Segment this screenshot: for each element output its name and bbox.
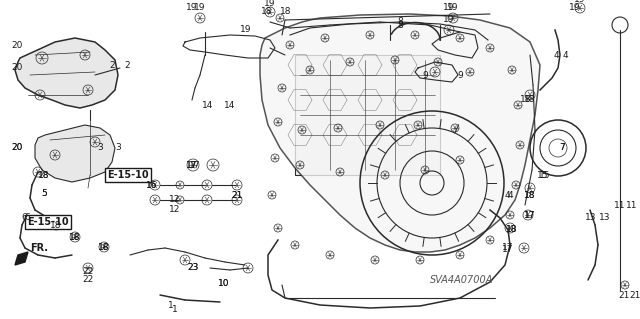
Text: 17: 17: [189, 160, 201, 169]
Text: 13: 13: [585, 213, 596, 222]
Text: 9: 9: [422, 70, 428, 79]
Text: 21: 21: [231, 190, 243, 199]
Polygon shape: [35, 125, 115, 182]
Text: 19: 19: [574, 0, 586, 4]
Text: 18: 18: [38, 170, 50, 180]
Text: 17: 17: [186, 160, 198, 169]
Text: 18: 18: [520, 95, 532, 105]
Text: 16: 16: [147, 181, 157, 189]
Text: 17: 17: [524, 211, 536, 219]
FancyBboxPatch shape: [295, 55, 440, 175]
Text: 5: 5: [41, 189, 47, 197]
Polygon shape: [15, 38, 118, 108]
Text: 14: 14: [202, 100, 214, 109]
Text: 18: 18: [38, 170, 50, 180]
Text: 5: 5: [41, 189, 47, 197]
Text: 4: 4: [562, 50, 568, 60]
Text: 18: 18: [524, 190, 536, 199]
Text: 7: 7: [559, 144, 565, 152]
Text: 12: 12: [170, 196, 180, 204]
Text: 11: 11: [614, 201, 626, 210]
Text: 13: 13: [599, 213, 611, 222]
Text: 3: 3: [115, 144, 121, 152]
Text: 10: 10: [218, 278, 230, 287]
Text: 6: 6: [24, 213, 30, 222]
Text: 18: 18: [261, 8, 273, 17]
Text: 14: 14: [224, 100, 236, 109]
Text: 3: 3: [97, 144, 103, 152]
Polygon shape: [15, 252, 28, 265]
Text: 18: 18: [280, 8, 292, 17]
Text: 18: 18: [99, 242, 109, 251]
Text: 17: 17: [186, 160, 198, 169]
Text: 18: 18: [51, 220, 61, 229]
Text: 18: 18: [99, 242, 109, 251]
Text: 18: 18: [69, 233, 81, 241]
Text: 4: 4: [504, 190, 510, 199]
Text: 2: 2: [124, 61, 130, 70]
Text: 4: 4: [553, 50, 559, 60]
Text: FR.: FR.: [30, 243, 48, 253]
Text: 22: 22: [83, 276, 93, 285]
Text: 20: 20: [12, 63, 22, 72]
Text: 8: 8: [397, 20, 403, 29]
Text: 7: 7: [559, 144, 565, 152]
Text: 12: 12: [170, 205, 180, 214]
Text: 21: 21: [231, 190, 243, 199]
Text: 18: 18: [506, 226, 518, 234]
Text: 21: 21: [618, 291, 630, 300]
Text: 16: 16: [147, 181, 157, 189]
Text: 8: 8: [397, 18, 403, 26]
Text: 15: 15: [540, 170, 551, 180]
Text: 2: 2: [109, 61, 115, 70]
Text: 17: 17: [502, 243, 514, 253]
Text: SVA4A0700A: SVA4A0700A: [430, 275, 493, 285]
Text: 20: 20: [12, 41, 22, 49]
Text: 1: 1: [172, 306, 178, 315]
Text: 17: 17: [502, 246, 514, 255]
Text: 23: 23: [188, 263, 198, 272]
Text: 6: 6: [21, 213, 27, 222]
Text: 18: 18: [524, 190, 536, 199]
Text: 19: 19: [444, 16, 455, 25]
Text: 21: 21: [629, 291, 640, 300]
Text: 19: 19: [264, 0, 276, 8]
Text: 20: 20: [12, 144, 22, 152]
Polygon shape: [260, 14, 540, 252]
Text: 19: 19: [444, 4, 455, 12]
Text: 9: 9: [457, 70, 463, 79]
Text: 23: 23: [188, 263, 198, 272]
Text: 22: 22: [83, 268, 93, 277]
Text: 17: 17: [524, 211, 536, 219]
Text: E-15-10: E-15-10: [107, 170, 148, 180]
Text: 19: 19: [569, 4, 580, 12]
Text: 20: 20: [12, 144, 22, 152]
Text: E-15-10: E-15-10: [27, 217, 68, 227]
Text: 18: 18: [51, 220, 61, 229]
Text: 10: 10: [218, 278, 230, 287]
Text: 11: 11: [627, 201, 637, 210]
Text: 19: 19: [195, 4, 205, 12]
Text: 18: 18: [69, 233, 81, 241]
Text: 1: 1: [168, 300, 174, 309]
Text: 4: 4: [507, 190, 513, 199]
Text: 18: 18: [524, 95, 536, 105]
Text: 15: 15: [537, 170, 548, 180]
Text: 19: 19: [447, 4, 459, 12]
Text: 19: 19: [240, 26, 252, 34]
Text: 18: 18: [506, 226, 518, 234]
Text: 19: 19: [186, 4, 198, 12]
